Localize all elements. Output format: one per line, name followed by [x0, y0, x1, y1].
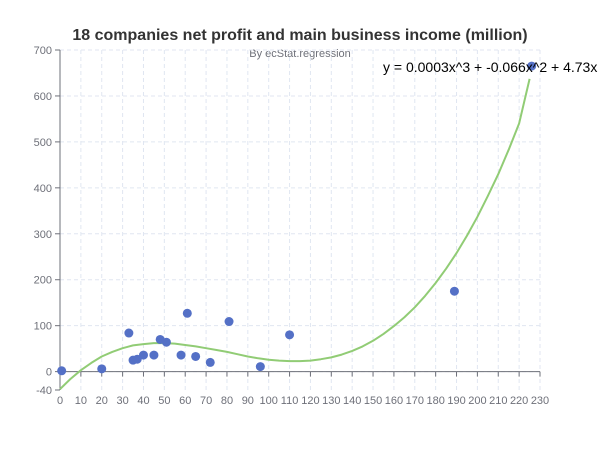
scatter-point [97, 364, 107, 374]
scatter-point [124, 328, 134, 338]
scatter-point [161, 337, 171, 347]
grid-lines [60, 49, 541, 390]
data-points [57, 61, 537, 376]
x-tick-label: 180 [426, 395, 444, 407]
scatter-point [224, 317, 234, 327]
chart-subtitle: By ecStat.regression [249, 48, 351, 60]
scatter-point [205, 357, 215, 367]
regression-curve-layer [59, 78, 531, 390]
x-tick-label: 110 [281, 395, 299, 407]
x-tick-label: 140 [343, 395, 361, 407]
y-tick-label: 400 [34, 183, 52, 195]
axes [55, 49, 541, 391]
x-tick-label: 130 [322, 395, 340, 407]
x-tick-label: 0 [57, 395, 63, 407]
x-tick-label: 50 [158, 395, 170, 407]
x-tick-label: 160 [385, 395, 403, 407]
y-tick-label: 600 [34, 91, 52, 103]
x-tick-label: 40 [137, 395, 149, 407]
y-tick-label: 300 [34, 229, 52, 241]
scatter-point [255, 362, 265, 372]
y-tick-label: 100 [34, 321, 52, 333]
x-tick-label: 30 [116, 395, 128, 407]
x-tick-label: 200 [468, 395, 486, 407]
y-tick-label: 700 [34, 45, 52, 57]
x-tick-label: 150 [364, 395, 382, 407]
scatter-point [182, 308, 192, 318]
scatter-point [138, 350, 148, 360]
x-tick-label: 70 [200, 395, 212, 407]
x-tick-label: 190 [447, 395, 465, 407]
x-tick-label: 60 [179, 395, 191, 407]
regression-equation: y = 0.0003x^3 + -0.066x^2 + 4.73x + 1.4 [383, 59, 600, 75]
scatter-point [191, 351, 201, 361]
x-tick-label: 10 [75, 395, 87, 407]
scatter-point [285, 330, 295, 340]
scatter-point [57, 366, 67, 376]
y-tick-label: 500 [34, 137, 52, 149]
scatter-point [149, 350, 159, 360]
y-tick-label: -40 [36, 385, 52, 397]
y-tick-label: 0 [46, 367, 52, 379]
x-tick-label: 120 [301, 395, 319, 407]
y-tick-label: 200 [34, 275, 52, 287]
regression-curve [59, 78, 531, 390]
x-tick-label: 80 [221, 395, 233, 407]
x-tick-label: 90 [242, 395, 254, 407]
x-tick-label: 220 [510, 395, 528, 407]
tick-labels: 0 10 20 30 40 50 60 70 80 90 100 110 120 130 140 150 160… [34, 45, 550, 407]
scatter-point [527, 61, 537, 71]
x-tick-label: 210 [489, 395, 507, 407]
scatter-point [449, 286, 459, 296]
x-tick-label: 170 [406, 395, 424, 407]
chart-title: 18 companies net profit and main busines… [72, 27, 527, 44]
x-tick-label: 230 [531, 395, 549, 407]
scatter-point [176, 350, 186, 360]
x-tick-label: 20 [96, 395, 108, 407]
x-tick-label: 100 [260, 395, 278, 407]
